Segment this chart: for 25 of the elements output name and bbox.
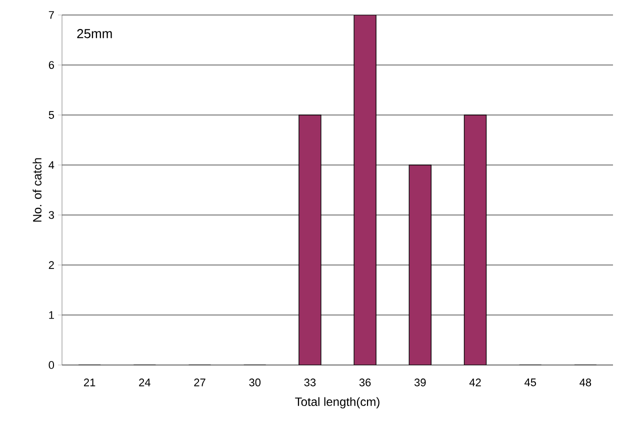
- y-tick-label: 0: [48, 361, 54, 369]
- x-tick-label: 27: [194, 378, 206, 386]
- x-tick-label: 33: [304, 378, 316, 386]
- bar: [408, 164, 432, 365]
- y-tick-label: 3: [48, 211, 54, 219]
- y-tick-label: 6: [48, 61, 54, 69]
- y-tick-label: 1: [49, 311, 54, 319]
- x-tick-label: 30: [249, 378, 261, 386]
- x-tick-label: 48: [580, 378, 592, 386]
- annotation: 25mm: [77, 29, 112, 38]
- y-axis-title: No. of catch: [32, 158, 42, 222]
- bar: [464, 114, 487, 365]
- x-tick-label: 21: [84, 378, 96, 386]
- bar: [298, 114, 322, 365]
- x-tick-label: 42: [469, 378, 481, 386]
- bar: [354, 14, 376, 365]
- x-axis-title: Total length(cm): [295, 397, 380, 408]
- x-tick-label: 24: [139, 378, 150, 386]
- x-tick-label: 39: [414, 378, 426, 386]
- x-tick-label: 36: [359, 378, 371, 386]
- y-tick-label: 7: [48, 11, 54, 19]
- y-tick-label: 4: [48, 161, 54, 169]
- y-tick-label: 2: [48, 261, 54, 269]
- x-tick-label: 45: [524, 378, 536, 386]
- y-tick-label: 5: [48, 111, 54, 119]
